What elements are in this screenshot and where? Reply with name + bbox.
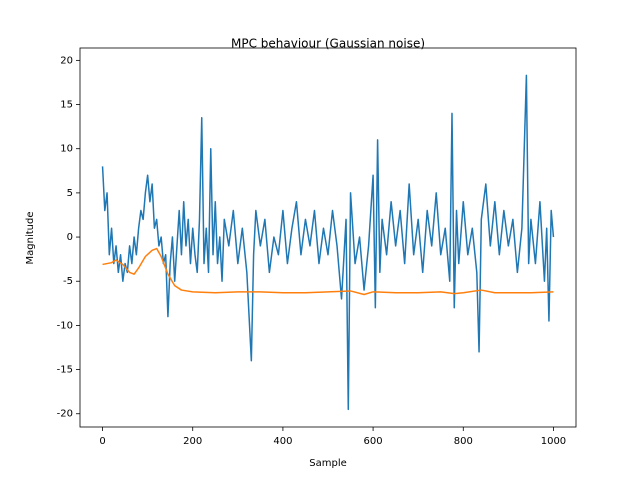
y-tick-label: -15 <box>57 365 73 376</box>
y-tick-label: 0 <box>67 232 73 243</box>
y-tick-label: 5 <box>67 188 73 199</box>
y-tick-label: 15 <box>60 100 73 111</box>
y-tick-label: 20 <box>60 55 73 66</box>
x-tick-label: 0 <box>99 436 105 447</box>
x-tick-label: 600 <box>364 436 383 447</box>
data-line <box>101 74 555 411</box>
y-tick-label: -20 <box>57 409 73 420</box>
y-tick-label: -5 <box>63 276 73 287</box>
x-tick-label: 200 <box>183 436 202 447</box>
y-tick-label: -10 <box>57 320 73 331</box>
plot-frame <box>79 47 577 428</box>
y-axis-label: Magnitude <box>25 212 36 265</box>
x-tick-label: 400 <box>273 436 292 447</box>
x-tick-label: 1000 <box>541 436 566 447</box>
x-axis-label: Sample <box>309 458 347 469</box>
chart-title: MPC behaviour (Gaussian noise) <box>231 37 425 51</box>
x-tick-label: 800 <box>454 436 473 447</box>
y-tick-label: 10 <box>60 144 73 155</box>
data-line <box>102 247 554 296</box>
